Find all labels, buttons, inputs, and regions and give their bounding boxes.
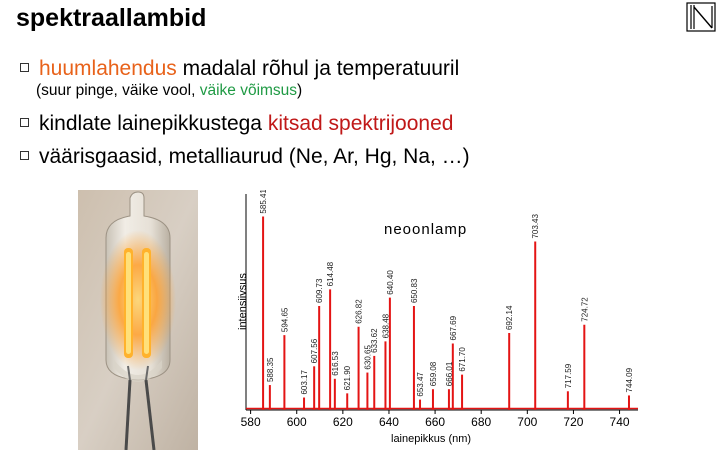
peak-label: 630.65 [363,345,372,370]
neon-spectrum-chart: 580 600 620 640 660 680 700 720 740 585.41 588.35… [234,190,638,450]
sub-note-highlight: väike võimsus [199,82,298,99]
slide-title: spektraallambid [16,4,207,32]
x-tick-label: 600 [287,415,307,429]
bullet-gases: väärisgaasid, metalliaurud (Ne, Ar, Hg, … [20,145,470,169]
bullet-square-icon [20,150,29,160]
peak-label: 650.83 [410,278,419,303]
peak-label: 638.48 [381,313,390,338]
peak-label: 588.35 [266,357,275,382]
peak-label: 585.41 [259,190,268,214]
peak-label: 616.53 [331,351,340,376]
x-axis-label: lainepikkus (nm) [391,433,471,445]
spectral-lines-highlight: kitsad spektrijooned [267,112,454,135]
sub-note: (suur pinge, väike vool, väike võimsus) [36,82,302,100]
x-tick-label: 680 [471,415,491,429]
peak-label: 671.70 [458,347,467,372]
peak-label: 633.62 [370,328,379,353]
peak-label: 609.73 [315,278,324,303]
bullet-square-icon [20,62,29,72]
gases-text: väärisgaasid, metalliaurud (Ne, Ar, Hg, … [39,145,470,168]
peak-label: 653.47 [416,372,425,397]
peak-label: 626.82 [355,299,364,324]
peak-label: 659.08 [429,361,438,386]
x-tick-label: 580 [241,415,261,429]
peak-label: 724.72 [580,297,589,322]
peak-label: 607.56 [310,338,319,363]
x-tick-label: 620 [333,415,353,429]
peak-label: 614.48 [326,261,335,286]
peak-label: 703.43 [531,214,540,239]
peak-label: 692.14 [505,305,514,330]
peak-label: 621.90 [343,365,352,390]
peak-label: 594.65 [280,307,289,332]
x-tick-label: 660 [425,415,445,429]
peak-label: 667.69 [449,315,458,340]
discharge-text: madalal rõhul ja temperatuuril [176,57,460,80]
y-axis-label: intensiivsus [237,273,249,330]
peak-label: 717.59 [564,363,573,388]
bullet-square-icon [20,117,29,127]
peak-label: 744.09 [625,367,634,392]
x-tick-label: 640 [379,415,399,429]
peak-label: 640.40 [386,270,395,295]
peak-label: 666.01 [445,361,454,386]
x-tick-label: 740 [610,415,630,429]
bullet-discharge: huumlahendus madalal rõhul ja temperatuu… [20,57,459,81]
sub-note-prefix: (suur pinge, väike vool, [36,82,200,99]
bullet-spectral-lines: kindlate lainepikkustega kitsad spektrij… [20,112,453,136]
chart-title: neoonlamp [384,221,467,238]
x-tick-label: 720 [563,415,583,429]
sub-note-suffix: ) [297,82,303,99]
neon-lamp-photo [78,190,198,450]
x-tick-label: 700 [517,415,537,429]
end-of-show-icon[interactable] [686,2,716,32]
spectral-lines-prefix: kindlate lainepikkustega [39,112,268,135]
peak-label: 603.17 [300,370,309,395]
discharge-highlight: huumlahendus [39,57,177,80]
